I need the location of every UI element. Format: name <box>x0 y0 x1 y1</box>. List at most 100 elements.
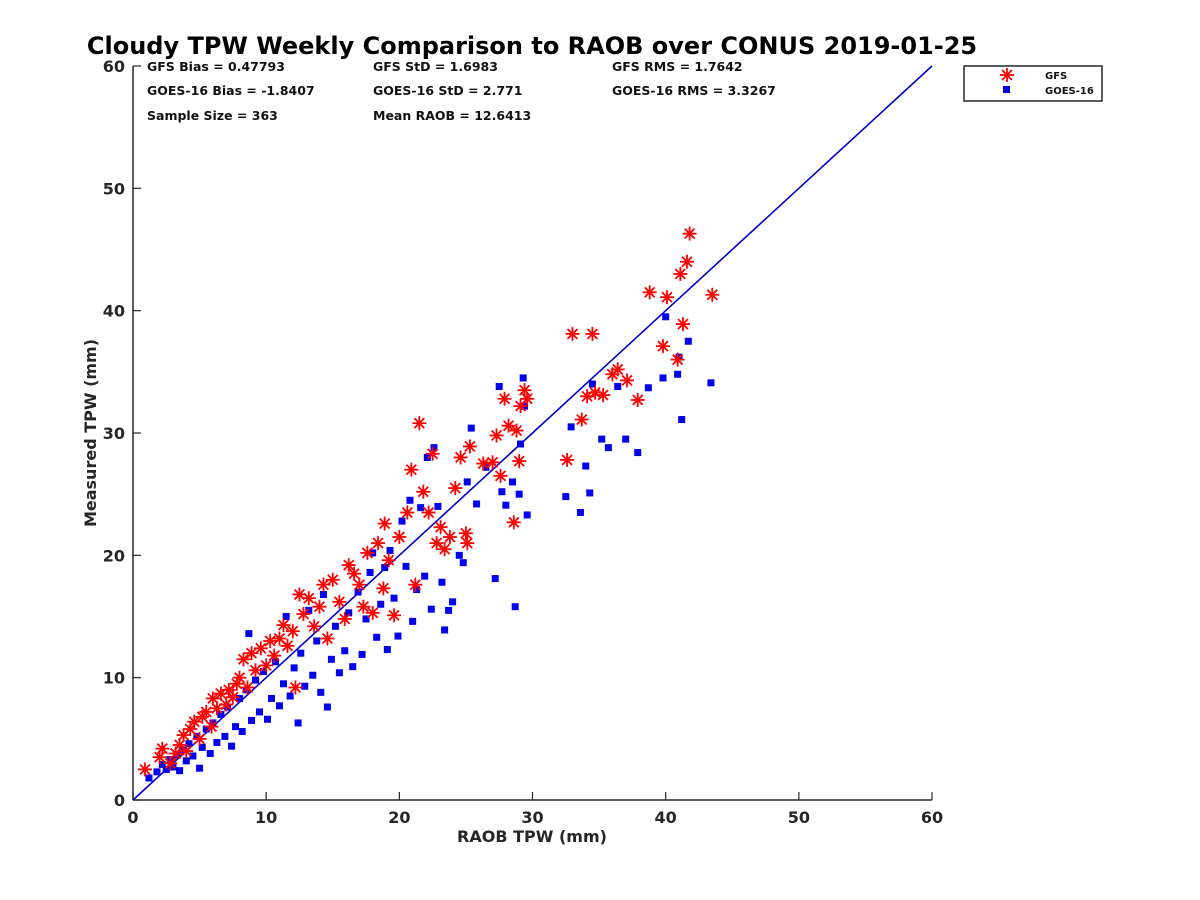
chart-title: Cloudy TPW Weekly Comparison to RAOB ove… <box>87 32 977 60</box>
gfs-point <box>421 505 436 520</box>
goes16-point <box>634 449 642 457</box>
y-tick-label: 30 <box>103 424 125 443</box>
gfs-point <box>596 388 611 403</box>
goes16-point <box>409 617 417 625</box>
goes16-point <box>598 435 606 443</box>
gfs-point <box>341 558 356 573</box>
stat-gfs-std: GFS StD = 1.6983 <box>373 59 498 74</box>
series-gfs <box>137 226 720 777</box>
goes16-point <box>221 732 229 740</box>
gfs-point <box>347 566 362 581</box>
x-tick-label: 50 <box>788 808 810 827</box>
goes16-point <box>248 716 256 724</box>
goes16-point <box>323 703 331 711</box>
goes16-point <box>189 752 197 760</box>
goes16-point <box>349 663 357 671</box>
gfs-point <box>296 607 311 622</box>
goes16-point <box>473 500 481 508</box>
gfs-point <box>377 516 392 531</box>
goes16-point <box>455 551 463 559</box>
gfs-point <box>325 572 340 587</box>
goes16-point <box>245 630 253 638</box>
gfs-point <box>512 454 527 469</box>
x-tick-label: 30 <box>521 808 543 827</box>
goes16-point <box>515 490 523 498</box>
gfs-point <box>675 317 690 332</box>
goes16-point <box>279 680 287 688</box>
legend-gfs-label: GFS <box>1045 71 1067 82</box>
one-to-one-line <box>132 65 933 801</box>
stat-goes-std: GOES-16 StD = 2.771 <box>373 83 522 98</box>
gfs-point <box>267 648 282 663</box>
goes16-point <box>232 723 240 731</box>
goes16-point <box>684 337 692 345</box>
gfs-point <box>448 481 463 496</box>
goes16-point <box>206 750 214 758</box>
gfs-point <box>460 536 475 551</box>
goes16-point <box>441 626 449 634</box>
x-tick-label: 20 <box>388 808 410 827</box>
gfs-point <box>285 624 300 639</box>
goes16-point <box>434 502 442 510</box>
gfs-point <box>433 520 448 535</box>
legend-goes16-marker <box>1003 86 1010 93</box>
goes16-point <box>662 313 670 321</box>
goes16-point <box>290 664 298 672</box>
goes16-point <box>196 764 204 772</box>
goes16-point <box>386 546 394 554</box>
goes16-point <box>317 688 325 696</box>
gfs-point <box>332 594 347 609</box>
goes16-point <box>614 383 622 391</box>
goes16-point <box>427 605 435 613</box>
gfs-point <box>204 719 219 734</box>
gfs-point <box>337 611 352 626</box>
gfs-point <box>565 326 580 341</box>
goes16-point <box>263 715 271 723</box>
gfs-point <box>493 468 508 483</box>
gfs-point <box>392 529 407 544</box>
goes16-point <box>398 517 406 525</box>
goes16-point <box>182 757 190 765</box>
goes16-point <box>586 489 594 497</box>
gfs-point <box>155 741 170 756</box>
goes16-point <box>582 462 590 470</box>
gfs-point <box>630 392 645 407</box>
goes16-point <box>622 435 630 443</box>
goes16-point <box>238 727 246 735</box>
legend-gfs-asterisk <box>1000 68 1014 82</box>
reference-line-group <box>132 65 933 801</box>
gfs-point <box>387 608 402 623</box>
goes16-point <box>362 615 370 623</box>
gfs-point <box>642 285 657 300</box>
goes16-point <box>202 725 210 733</box>
gfs-point <box>400 505 415 520</box>
goes16-point <box>567 423 575 431</box>
goes16-point <box>588 380 596 388</box>
gfs-point <box>497 391 512 406</box>
goes16-point <box>421 572 429 580</box>
y-tick-label: 20 <box>103 546 125 565</box>
goes16-point <box>275 702 283 710</box>
x-axis-label: RAOB TPW (mm) <box>457 827 607 846</box>
goes16-point <box>294 719 302 727</box>
goes16-point <box>576 509 584 517</box>
goes16-point <box>502 501 510 509</box>
x-tick-label: 40 <box>655 808 677 827</box>
y-axis-label: Measured TPW (mm) <box>81 339 100 527</box>
x-tick-label: 10 <box>255 808 277 827</box>
goes16-point <box>358 650 366 658</box>
goes16-point <box>381 564 389 572</box>
gfs-point <box>179 744 194 759</box>
stat-goes-bias: GOES-16 Bias = -1.8407 <box>147 83 315 98</box>
goes16-point <box>402 562 410 570</box>
goes16-point <box>162 765 170 773</box>
gfs-point <box>705 287 720 302</box>
goes16-point <box>430 444 438 452</box>
goes16-point <box>678 416 686 424</box>
goes16-point <box>523 511 531 519</box>
gfs-point <box>659 290 674 305</box>
gfs-point <box>288 680 303 695</box>
gfs-point <box>453 450 468 465</box>
